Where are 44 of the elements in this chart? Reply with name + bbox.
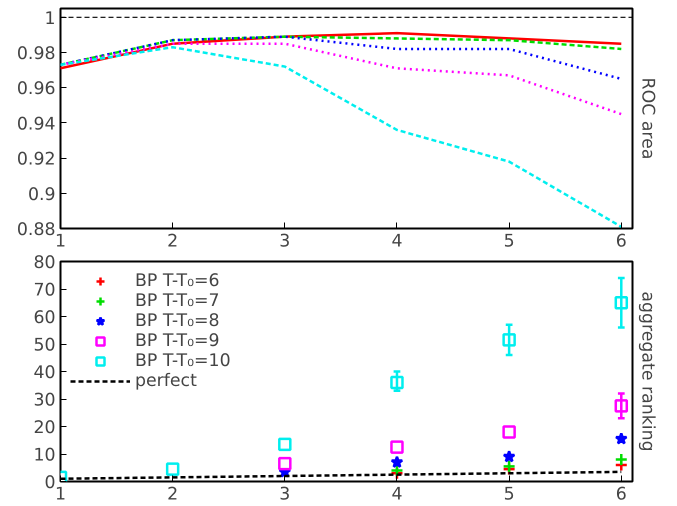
x-tick-label: 4 bbox=[391, 232, 402, 252]
x-tick-label: 3 bbox=[279, 232, 290, 252]
y-tick-label: 70 bbox=[33, 280, 56, 300]
y-tick-label: 40 bbox=[33, 363, 56, 383]
y-tick-label: 50 bbox=[33, 336, 56, 356]
point bbox=[502, 450, 516, 462]
y-tick-label: 60 bbox=[33, 308, 56, 328]
legend-label: BP T-T₀=8 bbox=[135, 311, 220, 331]
y-tick-label: 10 bbox=[33, 446, 56, 466]
y-tick-label: 0.92 bbox=[16, 150, 56, 170]
legend-label: BP T-T₀=7 bbox=[135, 291, 220, 311]
x-tick-label: 6 bbox=[616, 484, 627, 504]
y-tick-label: 80 bbox=[33, 253, 56, 273]
y-tick-label: 30 bbox=[33, 390, 56, 410]
x-tick-label: 2 bbox=[167, 484, 178, 504]
y-tick-label: 0.96 bbox=[16, 79, 56, 100]
y-tick-label: 0.94 bbox=[16, 114, 56, 134]
point bbox=[502, 425, 516, 439]
legend-label: BP T-T₀=10 bbox=[135, 351, 231, 371]
point bbox=[502, 460, 516, 474]
point bbox=[390, 456, 404, 468]
y-tick-label: 1 bbox=[44, 8, 56, 29]
point bbox=[166, 462, 180, 476]
x-tick-label: 4 bbox=[391, 484, 402, 504]
y-tick-label: 0.88 bbox=[16, 220, 56, 240]
x-tick-label: 6 bbox=[616, 232, 627, 252]
legend-label: BP T-T₀=9 bbox=[135, 331, 220, 351]
point bbox=[278, 438, 292, 452]
y-axis-title: ROC area bbox=[638, 78, 658, 160]
x-tick-label: 5 bbox=[504, 232, 515, 252]
legend-label: perfect bbox=[135, 371, 197, 391]
point bbox=[278, 456, 292, 470]
y-tick-label: 0.98 bbox=[16, 44, 56, 64]
x-tick-label: 3 bbox=[279, 484, 290, 504]
y-axis-title: aggregate ranking bbox=[638, 291, 658, 452]
y-tick-label: 0.9 bbox=[28, 184, 56, 205]
legend-label: BP T-T₀=6 bbox=[135, 271, 220, 291]
point bbox=[614, 452, 628, 466]
point bbox=[390, 440, 404, 454]
y-tick-label: 20 bbox=[33, 418, 56, 438]
y-tick-label: 0 bbox=[44, 473, 56, 493]
x-tick-label: 5 bbox=[504, 484, 515, 504]
x-tick-label: 2 bbox=[167, 232, 178, 252]
point bbox=[614, 432, 628, 445]
